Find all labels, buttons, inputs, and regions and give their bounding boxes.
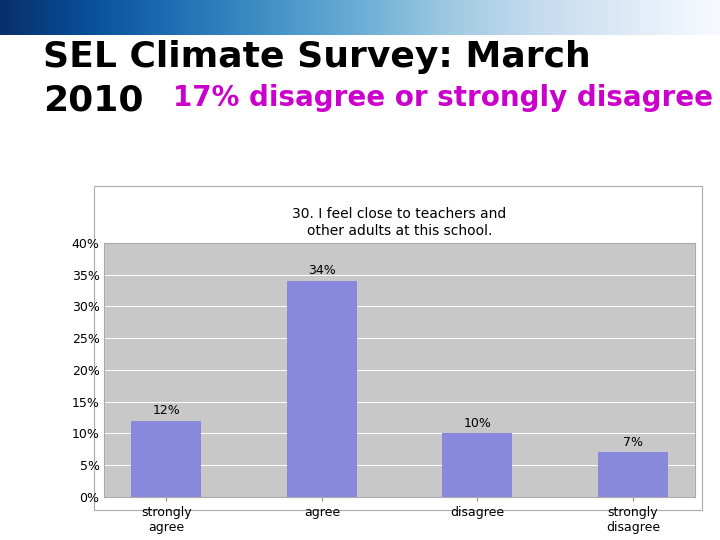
Text: 10%: 10% bbox=[464, 416, 491, 429]
Text: 7%: 7% bbox=[623, 436, 643, 449]
Text: 12%: 12% bbox=[153, 404, 180, 417]
Text: SEL Climate Survey: March: SEL Climate Survey: March bbox=[43, 40, 591, 75]
Bar bbox=[598, 453, 668, 497]
Text: 34%: 34% bbox=[308, 264, 336, 277]
Bar bbox=[287, 281, 357, 497]
Bar bbox=[442, 433, 513, 497]
Text: 17% disagree or strongly disagree: 17% disagree or strongly disagree bbox=[173, 84, 713, 112]
Text: 2010: 2010 bbox=[43, 84, 144, 118]
Bar bbox=[131, 421, 202, 497]
Title: 30. I feel close to teachers and
other adults at this school.: 30. I feel close to teachers and other a… bbox=[292, 207, 507, 238]
